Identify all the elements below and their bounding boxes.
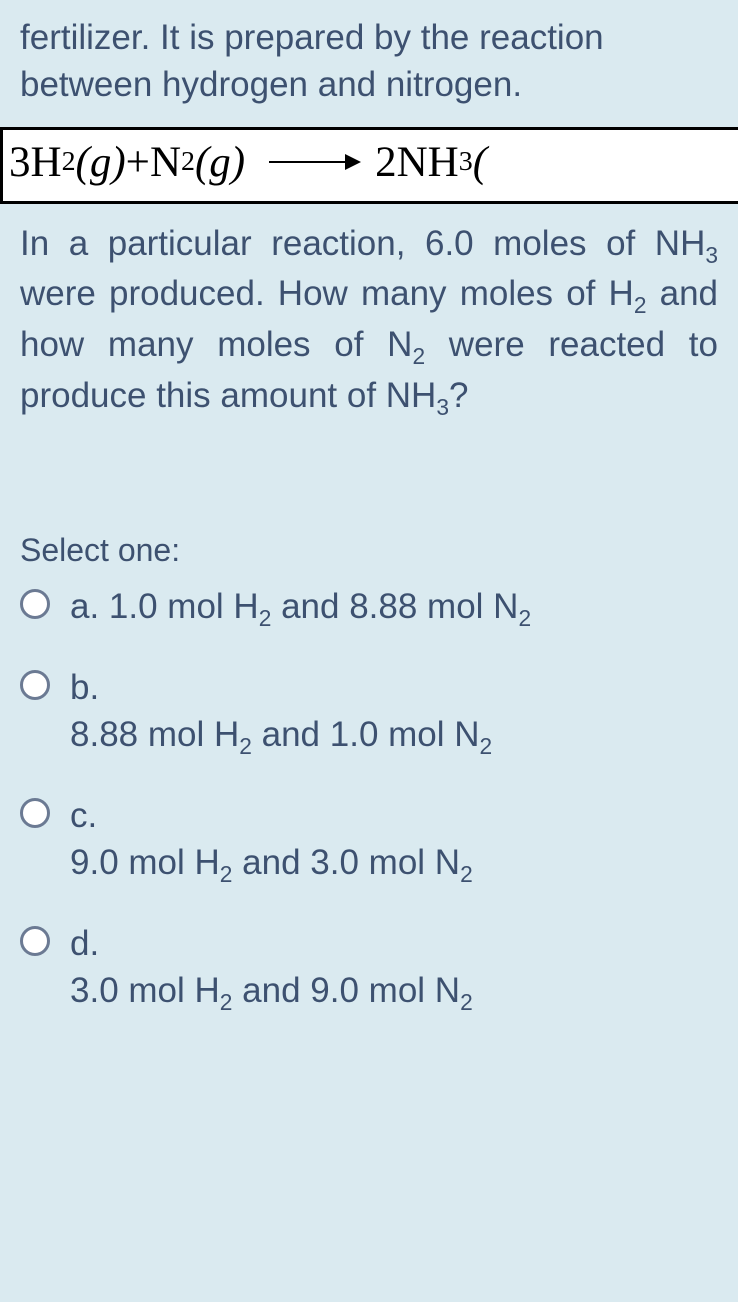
option-a[interactable]: a. 1.0 mol H2 and 8.88 mol N2 [20, 583, 718, 634]
opt-b-t1: 8.88 mol H [70, 715, 239, 754]
option-c-text: c. 9.0 mol H2 and 3.0 mol N2 [70, 792, 473, 890]
opt-d-s1: 2 [220, 989, 233, 1015]
q-s1: 3 [705, 242, 718, 268]
opt-a-t1: 1.0 mol H [109, 587, 259, 626]
eq-sub-3: 3 [459, 146, 473, 178]
opt-c-s1: 2 [220, 861, 233, 887]
intro-text: fertilizer. It is prepared by the reacti… [20, 14, 718, 109]
opt-a-t2: and 8.88 mol N [271, 587, 518, 626]
opt-d-t2: and 9.0 mol N [232, 971, 460, 1010]
q-s3: 2 [412, 343, 425, 369]
option-a-text: a. 1.0 mol H2 and 8.88 mol N2 [70, 583, 531, 634]
radio-d[interactable] [20, 926, 50, 956]
opt-d-t1: 3.0 mol H [70, 971, 220, 1010]
opt-b-letter: b. [70, 668, 99, 707]
eq-g2: (g) [195, 138, 245, 187]
option-d[interactable]: d. 3.0 mol H2 and 9.0 mol N2 [20, 920, 718, 1018]
radio-b[interactable] [20, 670, 50, 700]
opt-c-letter: c. [70, 796, 97, 835]
reaction-arrow-icon [269, 161, 359, 163]
opt-d-letter: d. [70, 924, 99, 963]
opt-a-s1: 2 [259, 605, 272, 631]
eq-sub-2a: 2 [62, 146, 76, 178]
opt-c-t2: and 3.0 mol N [232, 843, 460, 882]
radio-a[interactable] [20, 589, 50, 619]
eq-3h: 3H [9, 138, 62, 187]
opt-b-s2: 2 [480, 733, 493, 759]
opt-b-s1: 2 [239, 733, 252, 759]
option-b[interactable]: b. 8.88 mol H2 and 1.0 mol N2 [20, 664, 718, 762]
opt-c-s2: 2 [460, 861, 473, 887]
eq-g1: (g) [76, 138, 126, 187]
opt-a-letter: a. [70, 587, 109, 626]
eq-plus: + [126, 138, 150, 187]
q-p2: were produced. How many moles of H [20, 274, 634, 313]
eq-g3: ( [473, 138, 487, 187]
select-one-label: Select one: [20, 532, 718, 569]
opt-a-s2: 2 [518, 605, 531, 631]
q-s2: 2 [634, 292, 647, 318]
q-p5: ? [449, 376, 468, 415]
radio-c[interactable] [20, 798, 50, 828]
options-group: a. 1.0 mol H2 and 8.88 mol N2 b. 8.88 mo… [20, 583, 718, 1018]
q-p1: In a particular reaction, 6.0 moles of N… [20, 224, 705, 263]
option-b-text: b. 8.88 mol H2 and 1.0 mol N2 [70, 664, 492, 762]
opt-b-t2: and 1.0 mol N [252, 715, 480, 754]
opt-d-s2: 2 [460, 989, 473, 1015]
option-d-text: d. 3.0 mol H2 and 9.0 mol N2 [70, 920, 473, 1018]
eq-sub-2b: 2 [181, 146, 195, 178]
equation-box: 3H2(g) + N2(g) 2NH3( [0, 127, 738, 204]
eq-n: N [150, 138, 181, 187]
q-s4: 3 [436, 394, 449, 420]
eq-2nh: 2NH [375, 138, 459, 187]
question-content: fertilizer. It is prepared by the reacti… [0, 0, 738, 1068]
opt-c-t1: 9.0 mol H [70, 843, 220, 882]
question-text: In a particular reaction, 6.0 moles of N… [20, 220, 718, 423]
option-c[interactable]: c. 9.0 mol H2 and 3.0 mol N2 [20, 792, 718, 890]
